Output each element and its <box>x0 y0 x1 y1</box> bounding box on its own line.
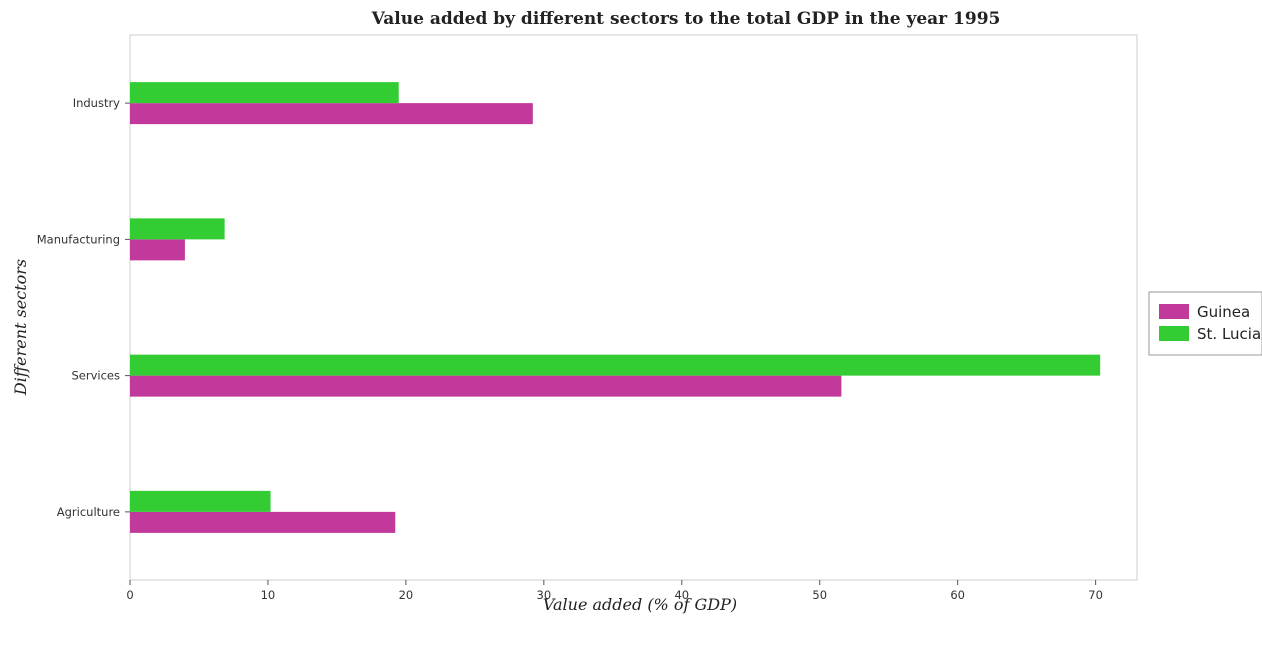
bar-guinea-industry <box>130 103 533 125</box>
x-tick-label: 0 <box>126 588 133 602</box>
bar-st-lucia-agriculture <box>130 490 271 512</box>
chart-title: Value added by different sectors to the … <box>371 9 1001 29</box>
x-axis-label: Value added (% of GDP) <box>543 595 737 614</box>
legend-label: Guinea <box>1197 303 1250 321</box>
x-tick-label: 50 <box>812 588 827 602</box>
y-tick-label: Services <box>72 369 121 383</box>
bar-st-lucia-manufacturing <box>130 218 225 240</box>
y-tick-label: Agriculture <box>57 505 120 519</box>
x-tick-label: 40 <box>674 588 689 602</box>
plot-frame <box>129 34 1138 581</box>
x-tick-label: 60 <box>950 588 965 602</box>
legend-box <box>1148 291 1262 356</box>
bar-st-lucia-industry <box>130 82 399 104</box>
legend-swatch <box>1159 304 1189 319</box>
y-axis-label: Different sectors <box>11 259 30 396</box>
bar-st-lucia-services <box>130 354 1101 376</box>
legend-label: St. Lucia <box>1197 325 1261 343</box>
x-tick-label: 10 <box>261 588 276 602</box>
legend: Guinea St. Lucia <box>1148 291 1262 356</box>
legend-swatch <box>1159 326 1189 341</box>
y-tick-label: Manufacturing <box>37 232 120 246</box>
x-tick-label: 30 <box>537 588 552 602</box>
x-tick-label: 70 <box>1088 588 1103 602</box>
bar-guinea-agriculture <box>130 511 396 533</box>
bar-guinea-services <box>130 375 842 397</box>
plot-area: 0 10 20 30 40 50 60 70 Industry Manufacturing Serv… <box>37 34 1138 602</box>
y-tick-label: Industry <box>73 96 120 110</box>
bar-guinea-manufacturing <box>130 239 185 261</box>
x-tick-label: 20 <box>399 588 414 602</box>
